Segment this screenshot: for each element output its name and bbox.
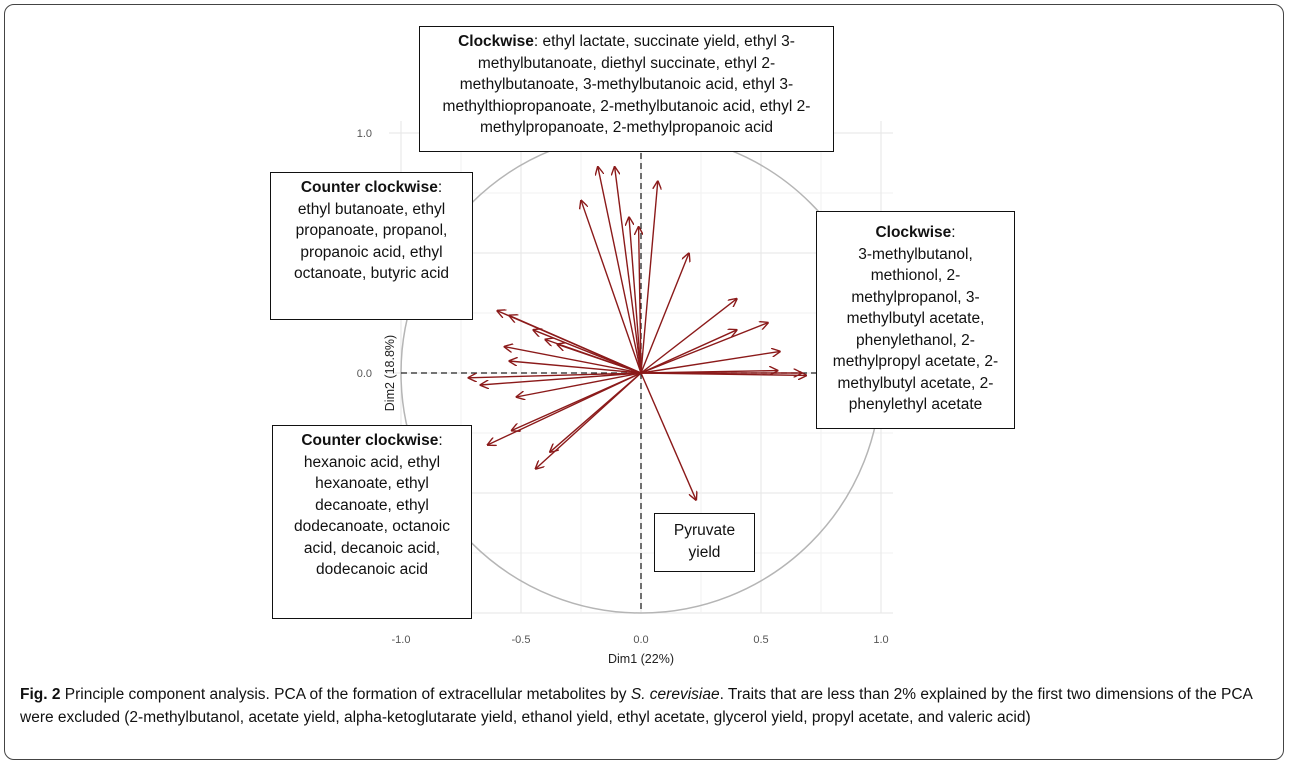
variable-arrow-11	[640, 351, 780, 374]
variable-arrow-29	[640, 372, 696, 500]
box-title: Counter clockwise	[301, 432, 439, 449]
upper-left-counterclockwise-box: Counter clockwise: ethyl butanoate, ethy…	[270, 172, 473, 320]
variable-arrow-20	[504, 347, 642, 374]
caption-title: Principle component analysis.	[64, 686, 270, 703]
box-text: : ethyl lactate, succinate yield, ethyl …	[442, 33, 811, 136]
variable-arrow-22	[468, 372, 642, 378]
variable-arrow-28	[550, 372, 642, 452]
box-text: Pyruvate yield	[673, 522, 736, 561]
x-tick-label: 0.5	[753, 634, 768, 646]
variable-arrow-3	[640, 181, 658, 374]
top-clockwise-box: Clockwise: ethyl lactate, succinate yiel…	[419, 26, 834, 152]
variable-arrow-14	[640, 373, 807, 375]
variable-arrow-7	[640, 253, 689, 374]
x-axis-label: Dim1 (22%)	[608, 652, 674, 666]
variable-arrow-17	[533, 330, 642, 374]
x-tick-label: -1.0	[392, 634, 411, 646]
variable-arrow-8	[640, 299, 737, 374]
x-tick-label: 0.0	[633, 634, 648, 646]
variable-arrows	[468, 167, 806, 501]
variable-arrow-19	[557, 344, 642, 374]
pca-variable-plot: -1.0 -0.5 0.0 0.5 1.0 1.0 0.0 Dim1 (22%) Dim2 …	[357, 121, 893, 666]
box-title: Counter clockwise	[300, 179, 438, 196]
variable-arrow-16	[509, 315, 642, 374]
variable-arrow-9	[640, 323, 768, 374]
box-text: ethyl butanoate, ethyl propanoate, propa…	[293, 200, 450, 283]
variable-arrow-5	[629, 217, 642, 374]
figure-frame	[4, 4, 1284, 760]
variable-arrow-6	[639, 227, 641, 374]
figure-caption: Fig. 2 Principle component analysis. PCA…	[20, 683, 1272, 729]
variable-arrow-4	[581, 200, 642, 374]
y-tick-label: 1.0	[357, 128, 372, 140]
lower-left-counterclockwise-box: Counter clockwise: hexanoic acid, ethyl …	[272, 425, 472, 619]
variable-arrow-26	[487, 372, 642, 445]
y-tick-label: 0.0	[357, 368, 372, 380]
variable-arrow-21	[509, 361, 642, 374]
caption-text: PCA of the formation of extracellular me…	[274, 686, 627, 703]
pyruvate-yield-box: Pyruvate yield	[654, 513, 755, 572]
right-clockwise-box: Clockwise: 3-methylbutanol, methionol, 2…	[816, 211, 1015, 429]
caption-species: S. cerevisiae	[630, 686, 720, 703]
variable-arrow-1	[598, 167, 642, 374]
box-title: Clockwise	[458, 33, 534, 50]
variable-arrow-2	[615, 167, 642, 374]
x-tick-label: 1.0	[873, 634, 888, 646]
box-text: 3-methylbutanol, methionol, 2-methylprop…	[832, 245, 999, 414]
variable-arrow-10	[640, 330, 737, 374]
box-title: Clockwise	[875, 224, 952, 241]
x-tick-label: -0.5	[512, 634, 531, 646]
y-axis-label: Dim2 (18.8%)	[383, 335, 397, 411]
variable-arrow-23	[480, 372, 642, 385]
caption-text-rest: . Traits that are less than 2% explained…	[20, 686, 1253, 726]
tick-labels: -1.0 -0.5 0.0 0.5 1.0 1.0 0.0	[357, 128, 889, 646]
box-text: hexanoic acid, ethyl hexanoate, ethyl de…	[294, 453, 450, 579]
caption-figure-label: Fig. 2	[20, 686, 61, 703]
variable-arrow-24	[516, 372, 642, 397]
